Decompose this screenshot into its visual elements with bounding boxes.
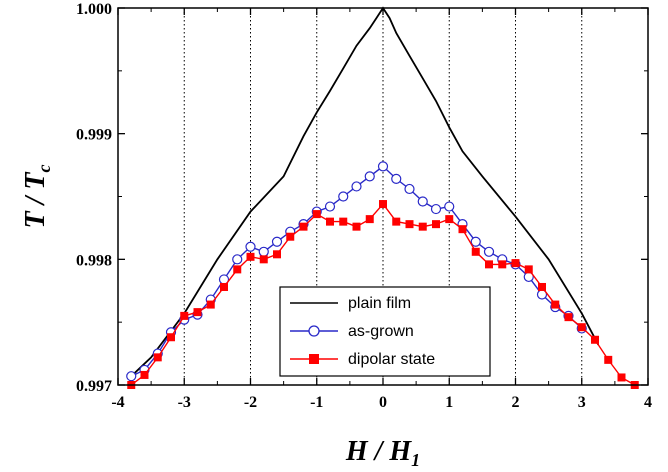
as-grown-point	[430, 203, 442, 215]
as-grown-point	[351, 181, 362, 192]
y-tick-label: 0.998	[76, 252, 112, 269]
y-tick-label: 0.997	[76, 378, 112, 395]
dipolar-state-point	[392, 217, 401, 226]
as-grown-point	[377, 161, 389, 172]
dipolar-state-point	[273, 250, 281, 259]
dipolar-state-point	[140, 370, 149, 379]
axis-ticks: -4 -3 -2 -1 0 1 2 3 4 0.997 0.998 0.999 1.000	[76, 1, 652, 411]
dipolar-state-point	[167, 333, 175, 342]
x-axis-label: H / H1	[345, 436, 420, 470]
x-tick-label: -3	[178, 394, 191, 411]
x-axis-label-main: H / H	[345, 436, 413, 467]
x-tick-label: -2	[244, 394, 257, 411]
dipolar-state-point	[524, 265, 533, 274]
as-grown-point	[324, 201, 336, 212]
series-line	[130, 6, 600, 377]
x-tick-label: 3	[578, 394, 586, 411]
as-grown-point	[258, 246, 269, 257]
as-grown-point	[404, 183, 415, 195]
x-tick-label: 1	[445, 394, 453, 411]
dipolar-state-point	[365, 215, 374, 224]
dipolar-state-point	[551, 300, 560, 309]
dipolar-state-point	[445, 215, 454, 224]
legend-entry: as-grown	[290, 323, 414, 340]
as-grown-point	[470, 236, 481, 247]
x-tick-label: 0	[379, 394, 387, 411]
as-grown-point	[126, 371, 137, 382]
x-tick-label: 2	[512, 394, 520, 411]
dipolar-state-point	[577, 323, 586, 332]
x-tick-label: 4	[644, 394, 652, 411]
as-grown-point	[444, 201, 455, 212]
dipolar-state-point	[286, 232, 295, 241]
x-axis-label-sub: 1	[411, 450, 420, 470]
dipolar-state-point	[564, 313, 573, 322]
dipolar-state-point	[233, 265, 242, 274]
dipolar-state-point	[485, 260, 493, 269]
legend-label: dipolar state	[348, 351, 435, 368]
as-grown-point	[483, 246, 495, 257]
series-0	[130, 6, 600, 377]
dipolar-state-point	[153, 353, 162, 362]
dipolar-state-point	[458, 225, 467, 234]
dipolar-state-point	[591, 335, 599, 344]
dipolar-state-point	[604, 355, 613, 364]
legend-circle-icon	[308, 325, 320, 337]
x-tick-label: -4	[111, 394, 124, 411]
dipolar-state-point	[538, 282, 546, 291]
dipolar-state-point	[511, 259, 520, 268]
grid-lines	[183, 8, 583, 385]
as-grown-point	[271, 236, 283, 247]
legend: plain film as-grown dipolar state	[279, 286, 491, 377]
dipolar-state-point	[246, 252, 255, 261]
legend-entry: plain film	[290, 295, 411, 312]
y-tick-label: 0.999	[76, 127, 112, 144]
dipolar-state-point	[379, 200, 387, 209]
as-grown-point	[417, 196, 428, 207]
as-grown-point	[245, 241, 256, 252]
dipolar-state-point	[206, 300, 215, 309]
dipolar-state-point	[617, 373, 626, 382]
dipolar-state-point	[432, 220, 440, 229]
dipolar-state-point	[220, 282, 228, 291]
dipolar-state-point	[352, 222, 361, 231]
as-grown-point	[364, 171, 375, 182]
as-grown-point	[338, 191, 349, 202]
legend-label: as-grown	[348, 323, 414, 340]
legend-square-icon	[309, 354, 319, 364]
y-tick-label: 1.000	[76, 1, 112, 18]
y-axis-label-main: T / T	[20, 171, 51, 229]
dipolar-state-point	[471, 247, 480, 256]
as-grown-point	[232, 254, 243, 265]
legend-entry: dipolar state	[290, 351, 435, 368]
dipolar-state-point	[326, 217, 334, 226]
dipolar-state-point	[312, 210, 321, 219]
dipolar-state-point	[498, 260, 507, 269]
dipolar-state-point	[299, 222, 308, 231]
dipolar-state-point	[339, 217, 348, 226]
x-tick-label: -1	[310, 394, 323, 411]
dipolar-state-point	[259, 255, 268, 264]
series-1	[126, 161, 587, 382]
y-axis-label: T / Tc	[20, 165, 54, 229]
legend-items: plain film as-grown dipolar state	[290, 295, 435, 368]
dipolar-state-point	[193, 308, 202, 317]
dipolar-state-point	[180, 311, 189, 320]
y-axis-label-sub: c	[34, 165, 54, 173]
as-grown-point	[391, 173, 402, 185]
dipolar-state-point	[418, 222, 427, 231]
dipolar-state-point	[405, 220, 414, 229]
legend-label: plain film	[348, 295, 411, 312]
